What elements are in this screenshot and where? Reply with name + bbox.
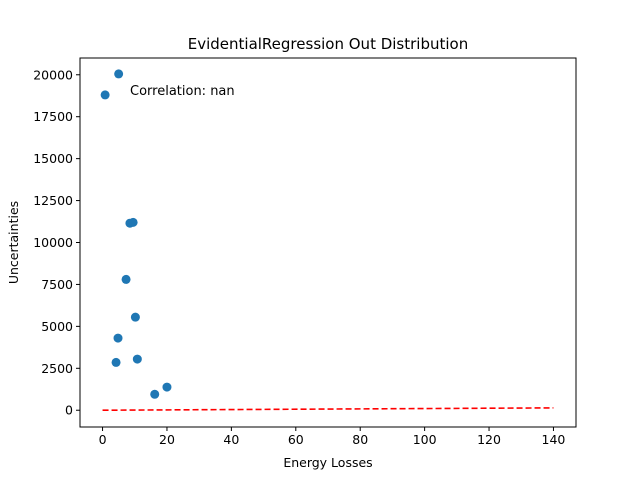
- y-tick-label: 10000: [33, 235, 73, 250]
- y-tick-label: 2500: [41, 361, 73, 376]
- data-point: [130, 312, 140, 322]
- data-point: [128, 217, 138, 227]
- y-axis-label: Uncertainties: [6, 201, 21, 284]
- x-tick-label: 60: [288, 432, 304, 447]
- plot-layer: [100, 69, 554, 412]
- correlation-annotation: Correlation: nan: [130, 84, 235, 99]
- x-axis-label: Energy Losses: [283, 455, 372, 470]
- y-tick-label: 17500: [33, 109, 73, 124]
- x-axis: 0 20 40 60 80 100 120 140: [99, 427, 566, 447]
- y-tick-label: 20000: [33, 67, 73, 82]
- reference-line: [102, 407, 554, 412]
- data-point: [100, 90, 110, 100]
- chart-title: EvidentialRegression Out Distribution: [188, 35, 468, 53]
- x-tick-label: 120: [477, 432, 501, 447]
- y-tick-label: 15000: [33, 151, 73, 166]
- data-point: [150, 389, 160, 399]
- data-point: [113, 333, 123, 343]
- data-point: [111, 357, 121, 367]
- y-tick-label: 12500: [33, 193, 73, 208]
- data-point: [114, 69, 124, 79]
- y-axis: 0 2500 5000 7500 10000 12500 15000 17500 20000: [33, 67, 80, 418]
- y-tick-label: 5000: [41, 319, 73, 334]
- data-point: [132, 354, 142, 364]
- x-tick-label: 20: [159, 432, 175, 447]
- data-point: [121, 274, 131, 284]
- y-tick-label: 7500: [41, 277, 73, 292]
- x-tick-label: 100: [413, 432, 437, 447]
- x-tick-label: 140: [542, 432, 566, 447]
- y-tick-label: 0: [65, 403, 73, 418]
- x-tick-label: 0: [99, 432, 107, 447]
- data-point: [162, 382, 172, 392]
- x-tick-label: 80: [352, 432, 368, 447]
- x-tick-label: 40: [223, 432, 239, 447]
